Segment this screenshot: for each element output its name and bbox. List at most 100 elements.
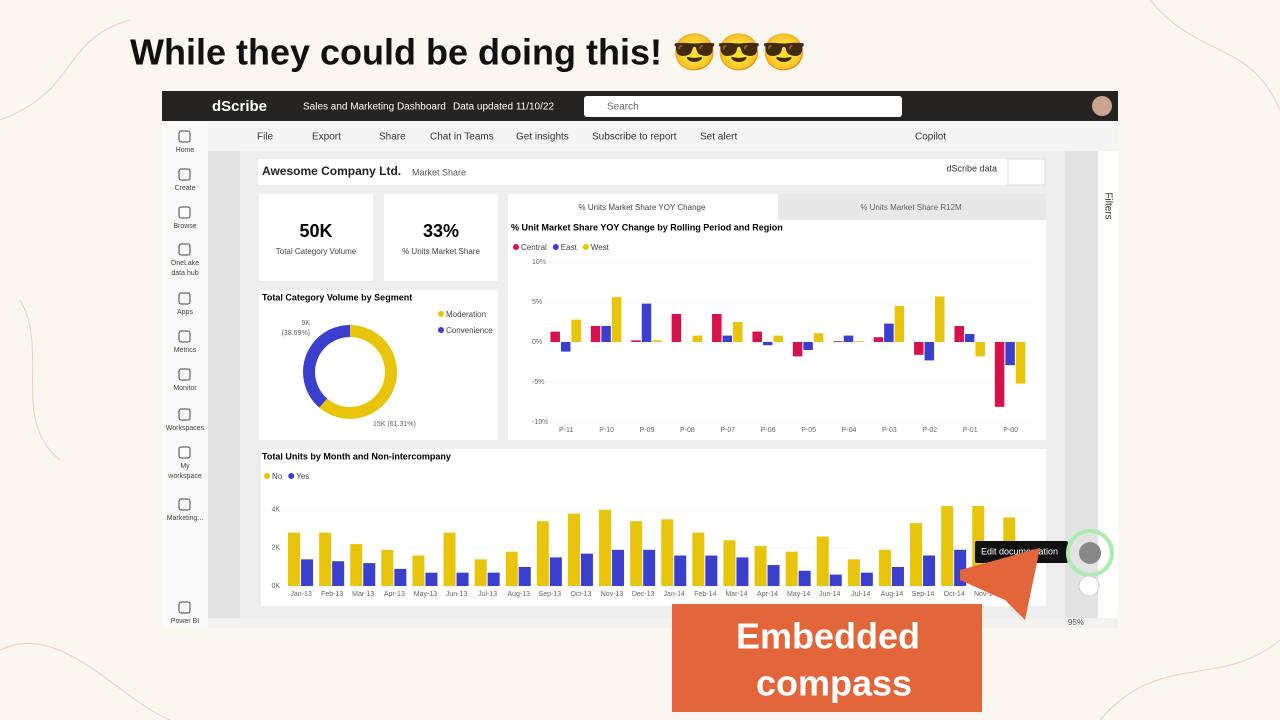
bar: [641, 303, 652, 342]
tab-inactive[interactable]: [778, 194, 1046, 220]
nav-label[interactable]: workspace: [167, 473, 202, 480]
toolbar-item[interactable]: Set alert: [700, 132, 737, 143]
nav-label[interactable]: data hub: [171, 270, 198, 277]
x-tick-label: P-04: [842, 427, 857, 434]
nav-icon[interactable]: [178, 243, 191, 256]
nav-icon[interactable]: [178, 292, 191, 305]
donut-slice: [319, 325, 398, 420]
search-placeholder[interactable]: Search: [607, 102, 639, 113]
bar: [611, 297, 622, 342]
compass-button[interactable]: [1078, 575, 1100, 597]
y-tick-label: 10%: [532, 259, 546, 266]
bar: [652, 340, 662, 342]
nav-label[interactable]: OneLake: [171, 260, 200, 267]
bar: [754, 546, 767, 586]
avatar[interactable]: [1092, 96, 1112, 116]
bar: [350, 544, 363, 586]
bar: [712, 314, 722, 342]
nav-label[interactable]: Metrics: [174, 347, 197, 354]
toolbar-item[interactable]: File: [257, 132, 274, 143]
legend-dot: [552, 244, 559, 250]
filters-label[interactable]: Filters: [1102, 192, 1113, 219]
y-tick-label: 0%: [532, 339, 542, 346]
bar: [567, 513, 580, 586]
bar: [860, 572, 873, 586]
bar: [1015, 342, 1026, 384]
slide-title: While they could be doing this! 😎😎😎: [130, 32, 806, 73]
bar: [549, 557, 562, 586]
nav-icon[interactable]: [178, 446, 191, 459]
x-tick-label: Jun-13: [446, 591, 468, 598]
toolbar-item[interactable]: Export: [312, 132, 341, 143]
bar: [571, 319, 581, 342]
x-tick-label: P-01: [963, 427, 978, 434]
nav-label[interactable]: My: [180, 463, 190, 470]
kpi-card: [384, 194, 498, 281]
nav-icon[interactable]: [178, 498, 191, 511]
bar: [792, 342, 803, 357]
yoy-card: [508, 194, 1046, 440]
tab[interactable]: % Units Market Share R12M: [860, 203, 962, 212]
callout-text: Embedded: [736, 616, 920, 657]
bar: [767, 565, 780, 586]
bar: [954, 326, 964, 342]
nav-label[interactable]: Home: [176, 147, 195, 154]
bar: [288, 532, 301, 586]
x-tick-label: Sep-14: [912, 591, 935, 598]
bar: [643, 549, 656, 586]
nav-label[interactable]: Monitor: [173, 385, 197, 392]
toolbar-item[interactable]: Subscribe to report: [592, 132, 677, 143]
report-name[interactable]: Sales and Marketing Dashboard: [303, 102, 446, 113]
x-tick-label: Feb-14: [694, 591, 716, 598]
y-tick-label: 5%: [532, 299, 542, 306]
nav-icon[interactable]: [178, 408, 191, 421]
comment-button[interactable]: [1007, 158, 1046, 186]
toolbar-item[interactable]: Copilot: [915, 132, 946, 143]
nav-label[interactable]: Workspaces: [166, 425, 205, 432]
toolbar-item[interactable]: Get insights: [516, 132, 569, 143]
app-name[interactable]: dScribe: [212, 98, 267, 115]
nav-icon[interactable]: [178, 601, 191, 614]
nav-label[interactable]: Browse: [173, 223, 196, 230]
bar: [813, 333, 824, 342]
x-tick-label: Jan-14: [664, 591, 686, 598]
toolbar-item[interactable]: Chat in Teams: [430, 132, 494, 143]
tab[interactable]: % Units Market Share YOY Change: [579, 203, 706, 212]
bar: [580, 553, 593, 586]
nav-label[interactable]: Power BI: [171, 618, 199, 625]
bar: [935, 296, 945, 342]
x-tick-label: P-11: [559, 427, 573, 434]
nav-icon[interactable]: [178, 206, 191, 219]
search-box[interactable]: [584, 96, 902, 117]
data-updated[interactable]: Data updated 11/10/22: [453, 102, 554, 113]
tooltip: [975, 541, 1068, 563]
bar: [994, 342, 1005, 407]
x-tick-label: Feb-13: [321, 591, 343, 598]
nav-icon[interactable]: [178, 368, 191, 381]
chart-title: Total Category Volume by Segment: [262, 292, 412, 302]
tooltip-text: Edit documentation: [981, 546, 1058, 556]
bar: [816, 536, 829, 586]
bar: [301, 559, 314, 586]
x-tick-label: Mar-14: [725, 591, 747, 598]
nav-label[interactable]: Create: [174, 185, 195, 192]
zoom[interactable]: 95%: [1068, 618, 1084, 627]
legend-label: East: [561, 243, 578, 252]
bar: [661, 519, 674, 586]
bar: [843, 335, 854, 342]
nav-label[interactable]: Apps: [177, 309, 193, 316]
nav-icon[interactable]: [178, 330, 191, 343]
nav-icon[interactable]: [178, 130, 191, 143]
callout-box: [672, 604, 982, 712]
x-tick-label: Apr-13: [384, 591, 405, 598]
nav-label[interactable]: Marketing...: [167, 515, 204, 522]
x-tick-label: Oct-14: [944, 591, 965, 598]
x-tick-label: P-03: [882, 427, 897, 434]
kpi-value: 50K: [299, 221, 332, 241]
chart-title: % Unit Market Share YOY Change by Rollin…: [511, 222, 783, 232]
compass-button[interactable]: [1079, 542, 1101, 564]
bar: [829, 574, 842, 586]
nav-icon[interactable]: [178, 168, 191, 181]
toolbar-item[interactable]: Share: [379, 132, 406, 143]
